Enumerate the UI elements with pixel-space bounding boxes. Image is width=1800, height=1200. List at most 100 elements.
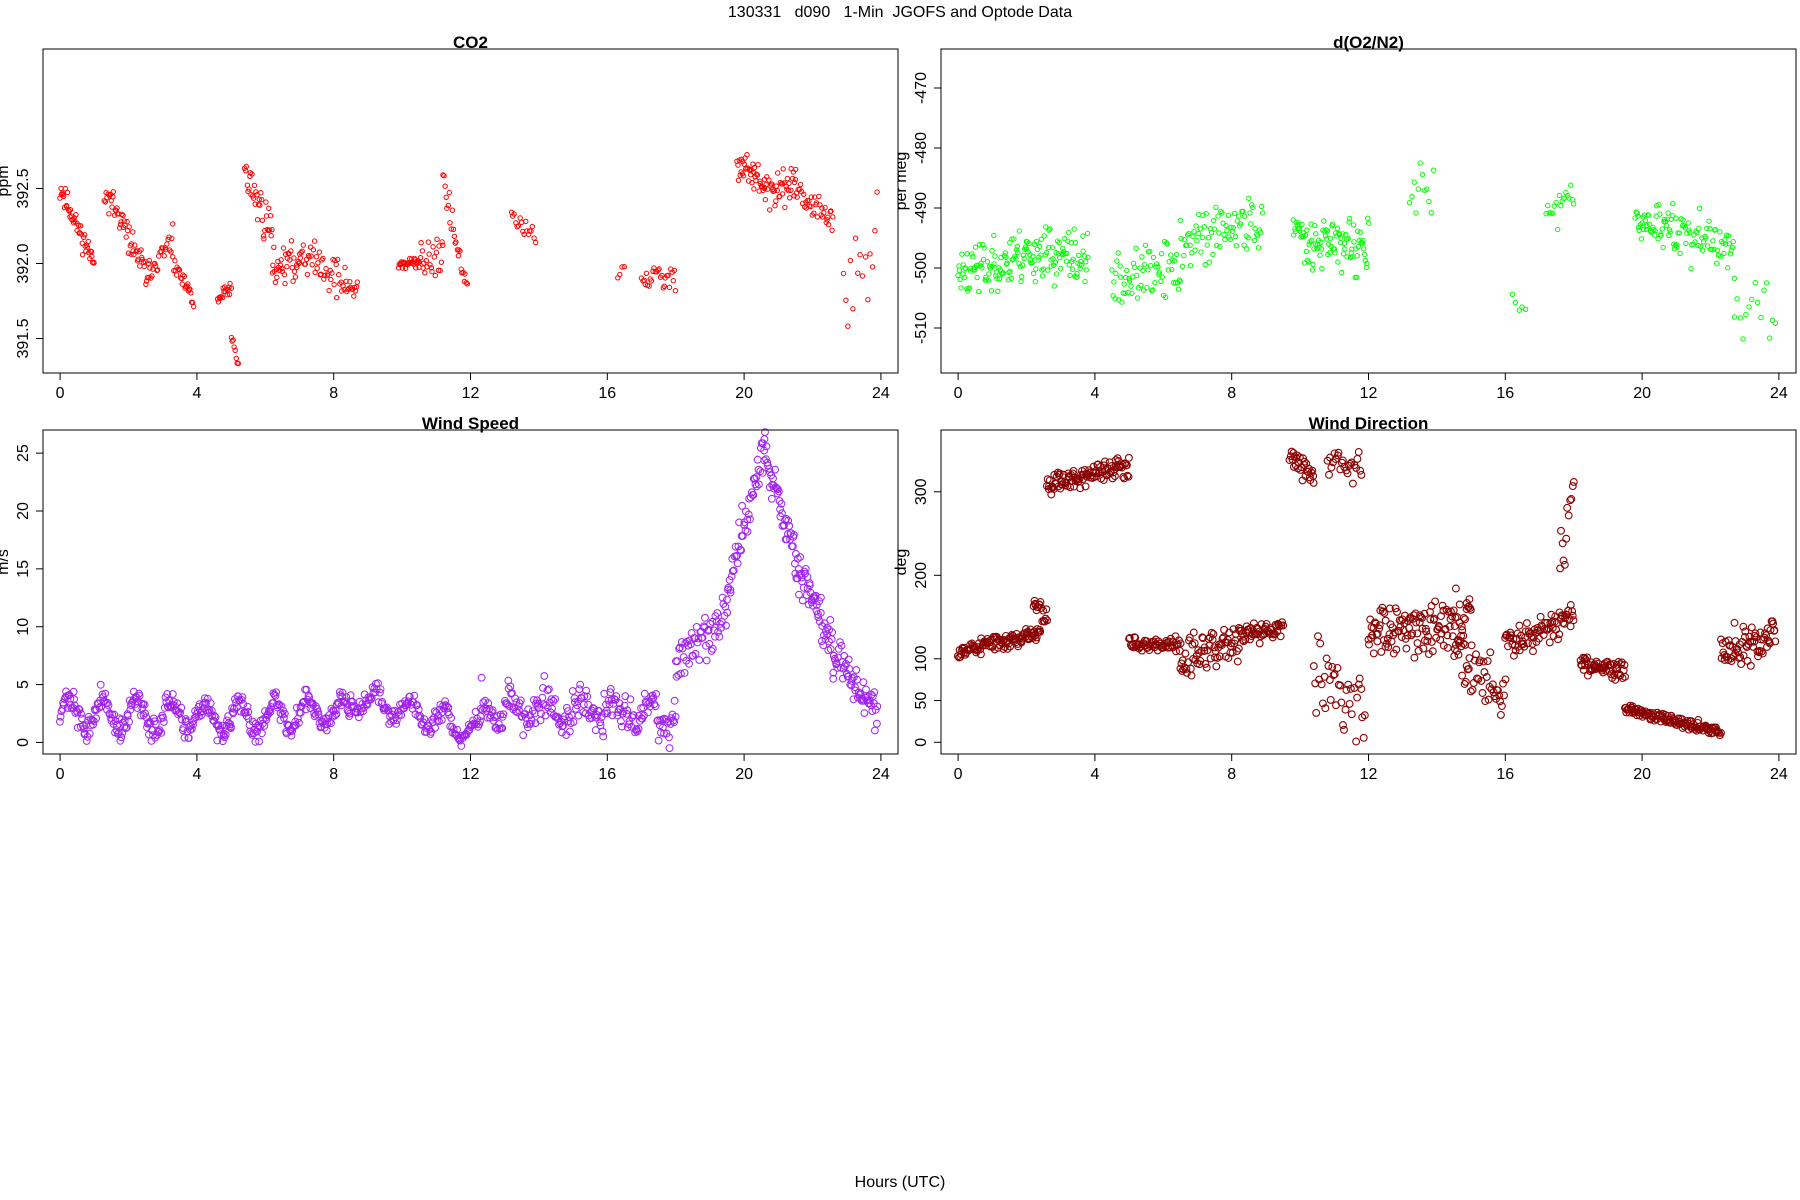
- wind-direction-point: [1338, 456, 1347, 465]
- o2n2-point: [1186, 230, 1192, 237]
- wind-direction-point: [1324, 661, 1333, 670]
- co2-point: [81, 234, 87, 241]
- wind-direction-point: [1771, 637, 1780, 646]
- wind-speed-y-tick-label: 15: [15, 560, 32, 578]
- wind-direction-point: [1317, 680, 1326, 689]
- co2-point: [176, 267, 183, 273]
- o2n2-point: [1674, 244, 1680, 250]
- o2n2-point: [1018, 278, 1024, 285]
- wind-direction-point: [1424, 632, 1432, 641]
- o2n2-point: [1208, 230, 1215, 236]
- wind-direction-point: [1322, 654, 1331, 663]
- co2-point: [783, 183, 789, 190]
- co2-frame: [42, 48, 899, 374]
- co2-point: [840, 270, 847, 277]
- wind-direction-point: [1365, 640, 1373, 649]
- o2n2-point: [972, 244, 979, 250]
- wind-speed-point: [453, 725, 462, 734]
- wind-speed-point: [743, 527, 752, 536]
- o2n2-point: [1361, 246, 1367, 252]
- wind-direction-point: [1314, 632, 1322, 641]
- wind-direction-point: [1241, 635, 1250, 644]
- o2n2-point: [1231, 210, 1238, 217]
- co2-point: [437, 267, 443, 274]
- o2n2-point: [1334, 225, 1341, 232]
- wind-speed-point: [527, 716, 536, 725]
- o2n2-point: [1164, 241, 1170, 247]
- co2-point: [272, 279, 279, 285]
- wind-direction-x-tick-label: 8: [1227, 766, 1236, 783]
- co2-point: [464, 281, 470, 287]
- wind-direction-point: [1459, 613, 1468, 622]
- wind-speed-point: [870, 688, 879, 697]
- o2n2-point: [1181, 237, 1188, 243]
- co2-point: [185, 281, 191, 287]
- wind-speed-point: [685, 659, 693, 668]
- wind-speed-point: [117, 733, 126, 742]
- co2-point: [523, 218, 529, 225]
- wind-speed-point: [600, 689, 609, 698]
- wind-direction-point: [1448, 632, 1457, 641]
- wind-direction-point: [1156, 642, 1165, 650]
- wind-direction-point: [1414, 646, 1423, 655]
- wind-speed-point: [815, 617, 824, 626]
- co2-point: [447, 220, 453, 226]
- o2n2-point: [1026, 240, 1032, 247]
- co2-point: [163, 247, 169, 253]
- co2-point: [773, 198, 779, 204]
- co2-point: [218, 293, 224, 300]
- o2n2-point: [996, 276, 1003, 282]
- co2-point: [785, 188, 792, 194]
- wind-direction-point: [1312, 708, 1321, 717]
- wind-speed-point: [280, 714, 288, 722]
- o2n2-point: [1119, 299, 1125, 305]
- wind-speed-point: [749, 491, 758, 499]
- o2n2-point: [1044, 249, 1050, 256]
- o2n2-point: [1074, 270, 1080, 277]
- o2n2-point: [1251, 237, 1258, 244]
- wind-speed-point: [413, 701, 422, 709]
- wind-direction-point: [1758, 649, 1767, 658]
- o2n2-point: [1000, 270, 1007, 276]
- wind-direction-point: [999, 645, 1008, 653]
- o2n2-point: [1247, 210, 1253, 216]
- o2n2-point: [1162, 294, 1169, 300]
- o2n2-point: [1038, 236, 1045, 243]
- wind-speed-point: [66, 701, 75, 709]
- co2-point: [287, 257, 293, 263]
- wind-speed-point: [612, 692, 621, 701]
- wind-speed-point: [176, 708, 185, 717]
- wind-speed-point: [717, 624, 725, 632]
- wind-speed-point: [433, 716, 442, 725]
- wind-speed-point: [447, 714, 456, 722]
- wind-speed-point: [214, 721, 223, 730]
- wind-speed-point: [184, 734, 193, 742]
- wind-speed-point: [449, 725, 458, 734]
- wind-direction-x-tick-label: 24: [1770, 766, 1788, 783]
- wind-speed-point: [776, 505, 784, 514]
- o2n2-point: [1213, 242, 1220, 249]
- co2-point: [786, 180, 792, 187]
- wind-direction-point: [1368, 631, 1377, 640]
- wind-speed-point: [331, 706, 340, 715]
- wind-speed-point: [75, 705, 84, 714]
- wind-speed-point: [752, 482, 761, 491]
- wind-speed-point: [865, 699, 874, 708]
- o2n2-point: [1415, 186, 1422, 192]
- o2n2-point: [971, 267, 978, 273]
- co2-point: [106, 211, 112, 217]
- wind-speed-point: [393, 716, 401, 724]
- o2n2-point: [1222, 236, 1228, 243]
- o2n2-point: [1071, 226, 1077, 232]
- o2n2-point: [1364, 260, 1370, 267]
- wind-speed-point: [157, 729, 166, 737]
- wind-speed-point: [116, 736, 125, 745]
- co2-point: [872, 228, 878, 234]
- wind-direction-point: [1543, 625, 1552, 634]
- o2n2-point: [965, 288, 971, 294]
- co2-point: [229, 338, 235, 344]
- o2n2-point: [970, 254, 976, 260]
- wind-direction-point: [1614, 658, 1623, 666]
- co2-point: [661, 283, 667, 289]
